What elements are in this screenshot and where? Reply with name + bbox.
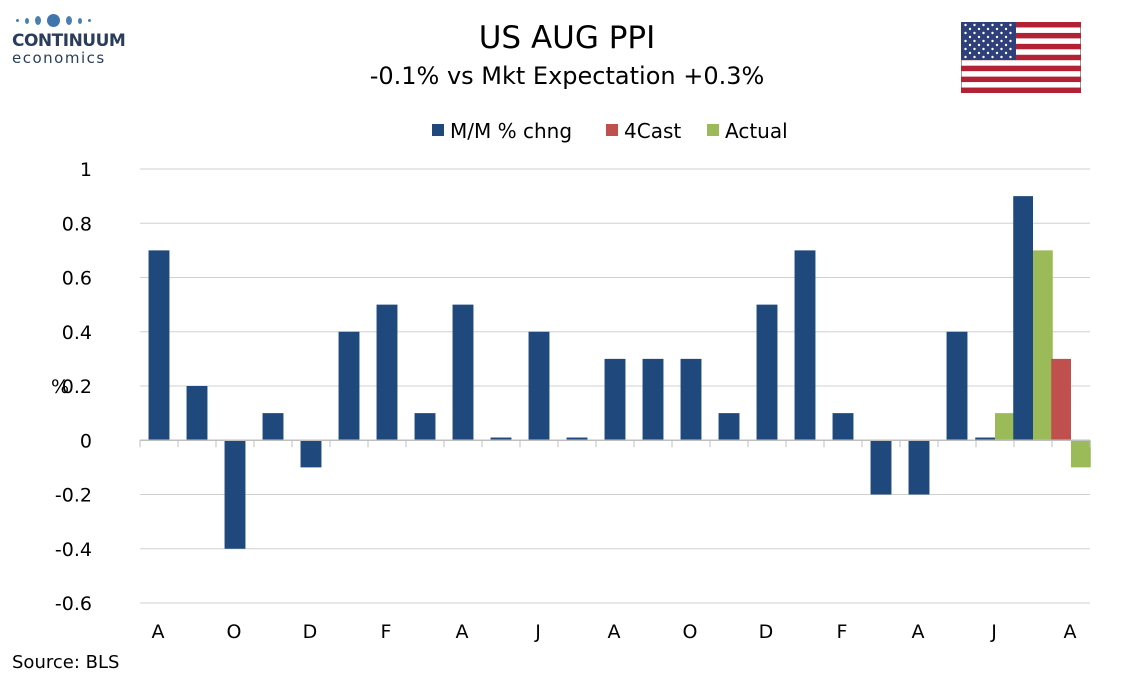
legend: M/M % chng 4Cast Actual [432, 119, 788, 143]
bar-m-m-chng [975, 437, 995, 441]
y-tick-label: 0.4 [62, 322, 92, 344]
bar-m-m-chng [566, 437, 588, 441]
bar-m-m-chng [414, 413, 436, 441]
bar-m-m-chng [870, 440, 892, 495]
bar-m-m-chng [680, 358, 702, 441]
x-tick-label: F [837, 621, 848, 643]
y-tick-label: -0.6 [55, 593, 92, 615]
x-tick-label: D [303, 621, 318, 643]
y-tick-label: -0.2 [55, 485, 92, 507]
brand-sub: economics [12, 49, 106, 67]
x-tick-label: O [227, 621, 242, 643]
source-note: Source: BLS [12, 652, 120, 673]
bar-m-m-chng [452, 304, 474, 441]
bar-m-m-chng [262, 413, 284, 441]
bar-m-m-chng [148, 250, 170, 441]
x-tick-label: O [683, 621, 698, 643]
bar-m-m-chng [338, 331, 360, 441]
legend-swatch [606, 124, 618, 136]
y-tick-label: 0 [80, 430, 92, 452]
bar-actual [1033, 250, 1053, 441]
bar-m-m-chng [300, 440, 322, 468]
y-tick-label: 0.2 [62, 376, 92, 398]
x-tick-label: A [1064, 621, 1077, 643]
x-tick-label: A [608, 621, 621, 643]
bar-m-m-chng [718, 413, 740, 441]
bar-actual [995, 413, 1015, 441]
y-tick-label: 1 [80, 159, 92, 181]
y-tick-label: -0.4 [55, 539, 92, 561]
bar-m-m-chng [642, 358, 664, 441]
bar-m-m-chng [528, 331, 550, 441]
bar-m-m-chng [376, 304, 398, 441]
bars [148, 196, 1091, 549]
legend-swatch [432, 124, 444, 136]
x-tick-label: J [534, 621, 541, 643]
bar-m-m-chng [604, 358, 626, 441]
logo-dots-icon [16, 14, 142, 27]
x-tick-label: A [152, 621, 165, 643]
brand-logo: CONTINUUM economics [12, 14, 142, 67]
bar-m-m-chng [908, 440, 930, 495]
bar-m-m-chng [832, 413, 854, 441]
bar-m-m-chng [490, 437, 512, 441]
legend-label: 4Cast [624, 119, 681, 143]
bar-m-m-chng [756, 304, 778, 441]
y-axis-label: % [51, 376, 69, 398]
bar-actual [1071, 440, 1091, 468]
y-tick-label: 0.6 [62, 268, 92, 290]
bar-m-m-chng [1013, 196, 1033, 441]
chart-subtitle: -0.1% vs Mkt Expectation +0.3% [369, 62, 765, 90]
us-flag-icon [961, 22, 1081, 93]
gridlines [140, 168, 1090, 604]
x-tick-label: F [381, 621, 392, 643]
y-axis: 1 0.8 0.6 0.4 0.2 0 -0.2 -0.4 -0.6 [55, 159, 92, 615]
x-tick-label: J [990, 621, 997, 643]
legend-label: M/M % chng [450, 119, 572, 143]
bar-m-m-chng [794, 250, 816, 441]
bar-m-m-chng [946, 331, 968, 441]
x-tick-label: D [759, 621, 774, 643]
brand-name: CONTINUUM [12, 31, 126, 51]
legend-swatch [707, 124, 719, 136]
y-tick-label: 0.8 [62, 213, 92, 235]
chart-title: US AUG PPI [478, 20, 656, 56]
legend-label: Actual [725, 119, 788, 143]
bar-m-m-chng [224, 440, 246, 549]
x-tick-label: A [456, 621, 469, 643]
bar-m-m-chng [186, 386, 208, 441]
x-tick-label: A [912, 621, 925, 643]
bar-4cast [1051, 358, 1071, 441]
